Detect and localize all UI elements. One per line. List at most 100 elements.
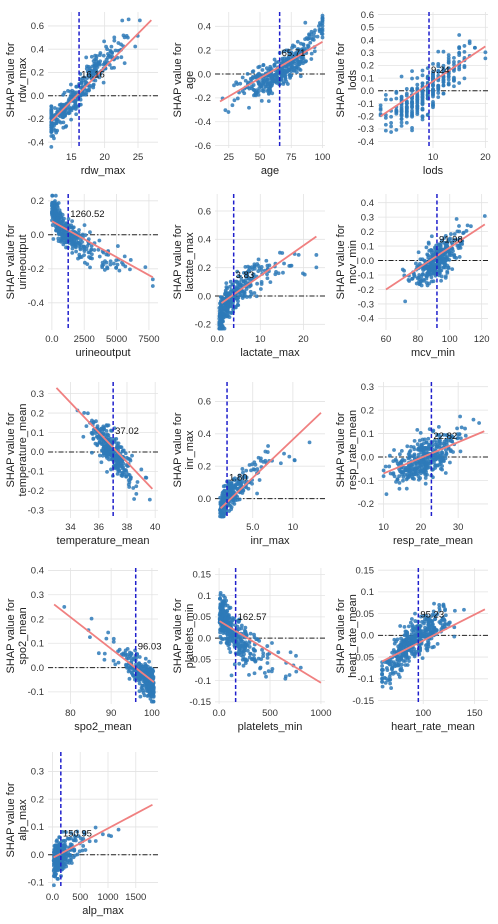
x-tick-label: 100 [144, 708, 160, 719]
shap-panel-lactate_max: 0.0 10 20-0.20.00.20.40.63.83lactate_maxSH… [172, 194, 325, 359]
shap-point [122, 254, 127, 259]
shap-point [309, 57, 314, 61]
shap-point [404, 113, 409, 118]
shap-point [452, 78, 456, 83]
shap-point [83, 848, 88, 852]
shap-point [420, 81, 425, 86]
y-axis-title-line: spo2_mean [17, 607, 29, 665]
shap-point [276, 80, 281, 85]
shap-point [229, 673, 234, 678]
shap-point [431, 61, 435, 66]
shap-point [402, 644, 407, 649]
shap-point [232, 98, 237, 103]
shap-point [446, 58, 451, 63]
shap-point [83, 92, 88, 97]
shap-point [98, 53, 102, 57]
shap-point [118, 445, 123, 449]
shap-point [446, 77, 451, 82]
shap-point [442, 622, 447, 626]
shap-point [312, 34, 317, 39]
shap-panel-heart_rate_mean: 100 150-0.15-0.1-0.050.00.050.10.1595.23h… [335, 565, 488, 733]
shap-point [408, 620, 413, 625]
x-tick-label: 10 [378, 522, 389, 533]
shap-point [298, 74, 303, 79]
shap-point [126, 17, 131, 22]
shap-point [66, 110, 71, 115]
shap-panel-alp_max: 0.0 500 1000 1500-0.10.00.10.20.3150.95alp_… [5, 752, 158, 917]
shap-point [412, 472, 417, 477]
shap-point [245, 72, 250, 76]
shap-point [247, 276, 251, 281]
shap-point [94, 419, 98, 424]
shap-point [402, 268, 407, 273]
shap-point [126, 669, 131, 674]
shap-point [407, 450, 412, 455]
shap-point [284, 48, 289, 53]
shap-point [415, 471, 420, 476]
shap-point [72, 848, 77, 853]
shap-point [457, 51, 462, 55]
shap-point [52, 200, 56, 205]
x-tick-label: 25 [133, 152, 144, 163]
shap-point [395, 637, 400, 642]
shap-point [403, 659, 408, 663]
y-axis-title-line: SHAP value for [335, 412, 347, 487]
y-tick-label: -0.4 [195, 117, 211, 128]
shap-point [426, 627, 431, 632]
shap-point [64, 844, 68, 849]
shap-point [63, 114, 67, 118]
y-tick-label: -0.6 [195, 141, 211, 152]
shap-point [119, 55, 124, 60]
shap-point [399, 120, 404, 125]
shap-point [137, 18, 142, 23]
shap-point [389, 124, 393, 129]
shap-point [96, 247, 101, 252]
shap-point [448, 449, 453, 454]
shap-point [266, 444, 270, 448]
shap-point [121, 33, 126, 38]
y-axis-title-line: SHAP value for [335, 42, 347, 117]
shap-point [74, 245, 78, 250]
shap-point [61, 242, 66, 247]
x-axis-title: heart_rate_mean [391, 721, 475, 733]
shap-point [406, 641, 411, 646]
shap-point [392, 641, 397, 646]
shap-point [217, 326, 222, 331]
shap-point [417, 448, 421, 452]
y-axis-title-line: temperature_mean [17, 404, 29, 497]
shap-point [287, 51, 292, 56]
shap-point [149, 699, 154, 704]
x-tick-label: 100 [442, 334, 458, 345]
y-tick-label: 0.2 [31, 614, 44, 625]
shap-point [81, 844, 86, 848]
shap-point [391, 660, 396, 665]
shap-point [93, 839, 98, 843]
shap-point [219, 509, 224, 513]
shap-point [250, 76, 254, 81]
shap-point [102, 39, 107, 44]
threshold-label: 3.83 [236, 270, 255, 281]
shap-point [130, 453, 134, 458]
shap-point [150, 277, 155, 282]
shap-point [248, 631, 253, 636]
shap-point [410, 128, 414, 133]
shap-point [457, 81, 462, 85]
y-tick-label: -0.2 [358, 112, 374, 123]
shap-point [265, 656, 270, 660]
shap-point [380, 667, 385, 672]
y-tick-label: 0.3 [361, 48, 374, 59]
shap-point [94, 56, 99, 61]
shap-point [247, 105, 251, 110]
y-tick-label: 0.1 [361, 73, 374, 84]
y-tick-label: 0.0 [198, 69, 211, 80]
x-tick-label: 20 [416, 522, 427, 533]
y-tick-label: 0.0 [361, 631, 374, 642]
shap-point [318, 27, 323, 32]
shap-point [141, 691, 146, 695]
shap-point [407, 659, 411, 663]
shap-point [399, 640, 404, 644]
shap-point [230, 618, 235, 623]
shap-point [113, 48, 118, 53]
y-tick-label: -0.2 [195, 320, 211, 331]
shap-point [432, 625, 437, 630]
